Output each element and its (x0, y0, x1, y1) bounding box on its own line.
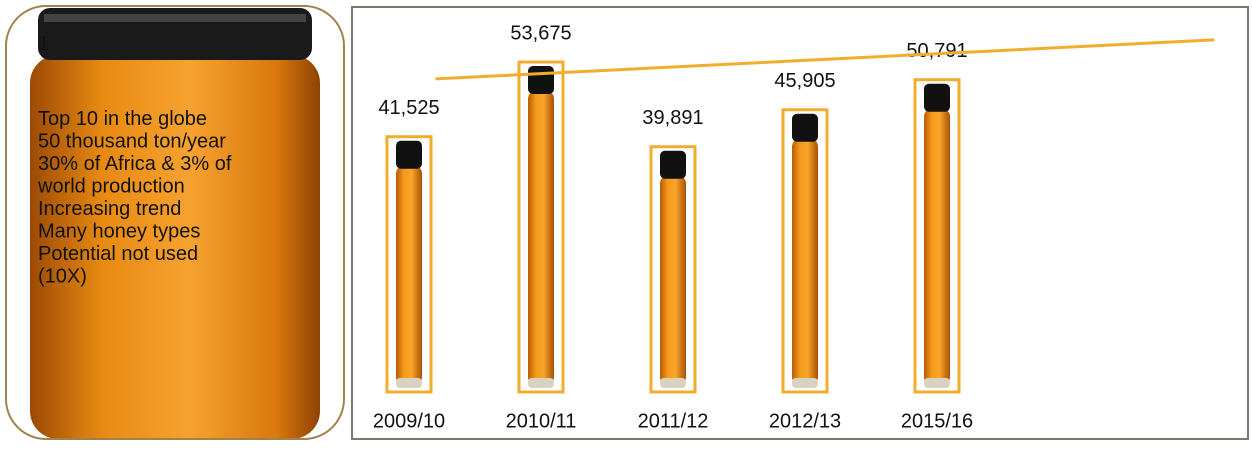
sidebar-line: Top 10 in the globe (38, 108, 207, 130)
bottle (387, 137, 431, 392)
bottle-body (396, 165, 422, 386)
bottle-base (660, 378, 686, 388)
chart: 41,525 2009/10 53,675 2010/11 39,891 2011/12 4… (373, 22, 1214, 432)
value-label: 53,675 (510, 22, 571, 44)
value-label: 41,525 (378, 97, 439, 119)
x-tick-label: 2012/13 (769, 410, 841, 432)
bottle-base (396, 378, 422, 388)
x-tick-label: 2010/11 (506, 410, 577, 432)
value-label: 50,791 (906, 40, 967, 62)
bottle-body (660, 175, 686, 386)
sidebar-line: 50 thousand ton/year (38, 131, 226, 153)
sidebar-line: 30% of Africa & 3% of (38, 153, 232, 175)
sidebar-line: Potential not used (38, 243, 198, 265)
bottle-body (924, 108, 950, 386)
bottle (783, 110, 827, 392)
page: 1 Top 10 in the globe50 thousand ton/yea… (0, 0, 1252, 445)
bottle-cap (792, 114, 818, 142)
x-tick-label: 2015/16 (901, 410, 973, 432)
sidebar-line: Increasing trend (38, 198, 181, 220)
bottle-body (528, 90, 554, 386)
bottle-base (924, 378, 950, 388)
sidebar-line: world production (37, 176, 185, 198)
bottle-cap (396, 141, 422, 169)
bottle (519, 62, 563, 392)
bottle-base (528, 378, 554, 388)
bottle (651, 147, 695, 392)
bottle-cap (660, 151, 686, 179)
bottle-base (792, 378, 818, 388)
value-label: 45,905 (774, 70, 835, 92)
sidebar-line: Many honey types (38, 221, 200, 243)
bottle-cap (924, 84, 950, 112)
sidebar-line: (10X) (38, 266, 87, 288)
slide: 1 Top 10 in the globe50 thousand ton/yea… (0, 0, 1252, 445)
value-label: 39,891 (642, 107, 703, 129)
bottle (915, 80, 959, 392)
sidebar-number: 1 (38, 33, 49, 55)
bottle-body (792, 138, 818, 386)
x-tick-label: 2011/12 (638, 410, 709, 432)
x-tick-label: 2009/10 (373, 410, 445, 432)
bottle-cap (528, 66, 554, 94)
